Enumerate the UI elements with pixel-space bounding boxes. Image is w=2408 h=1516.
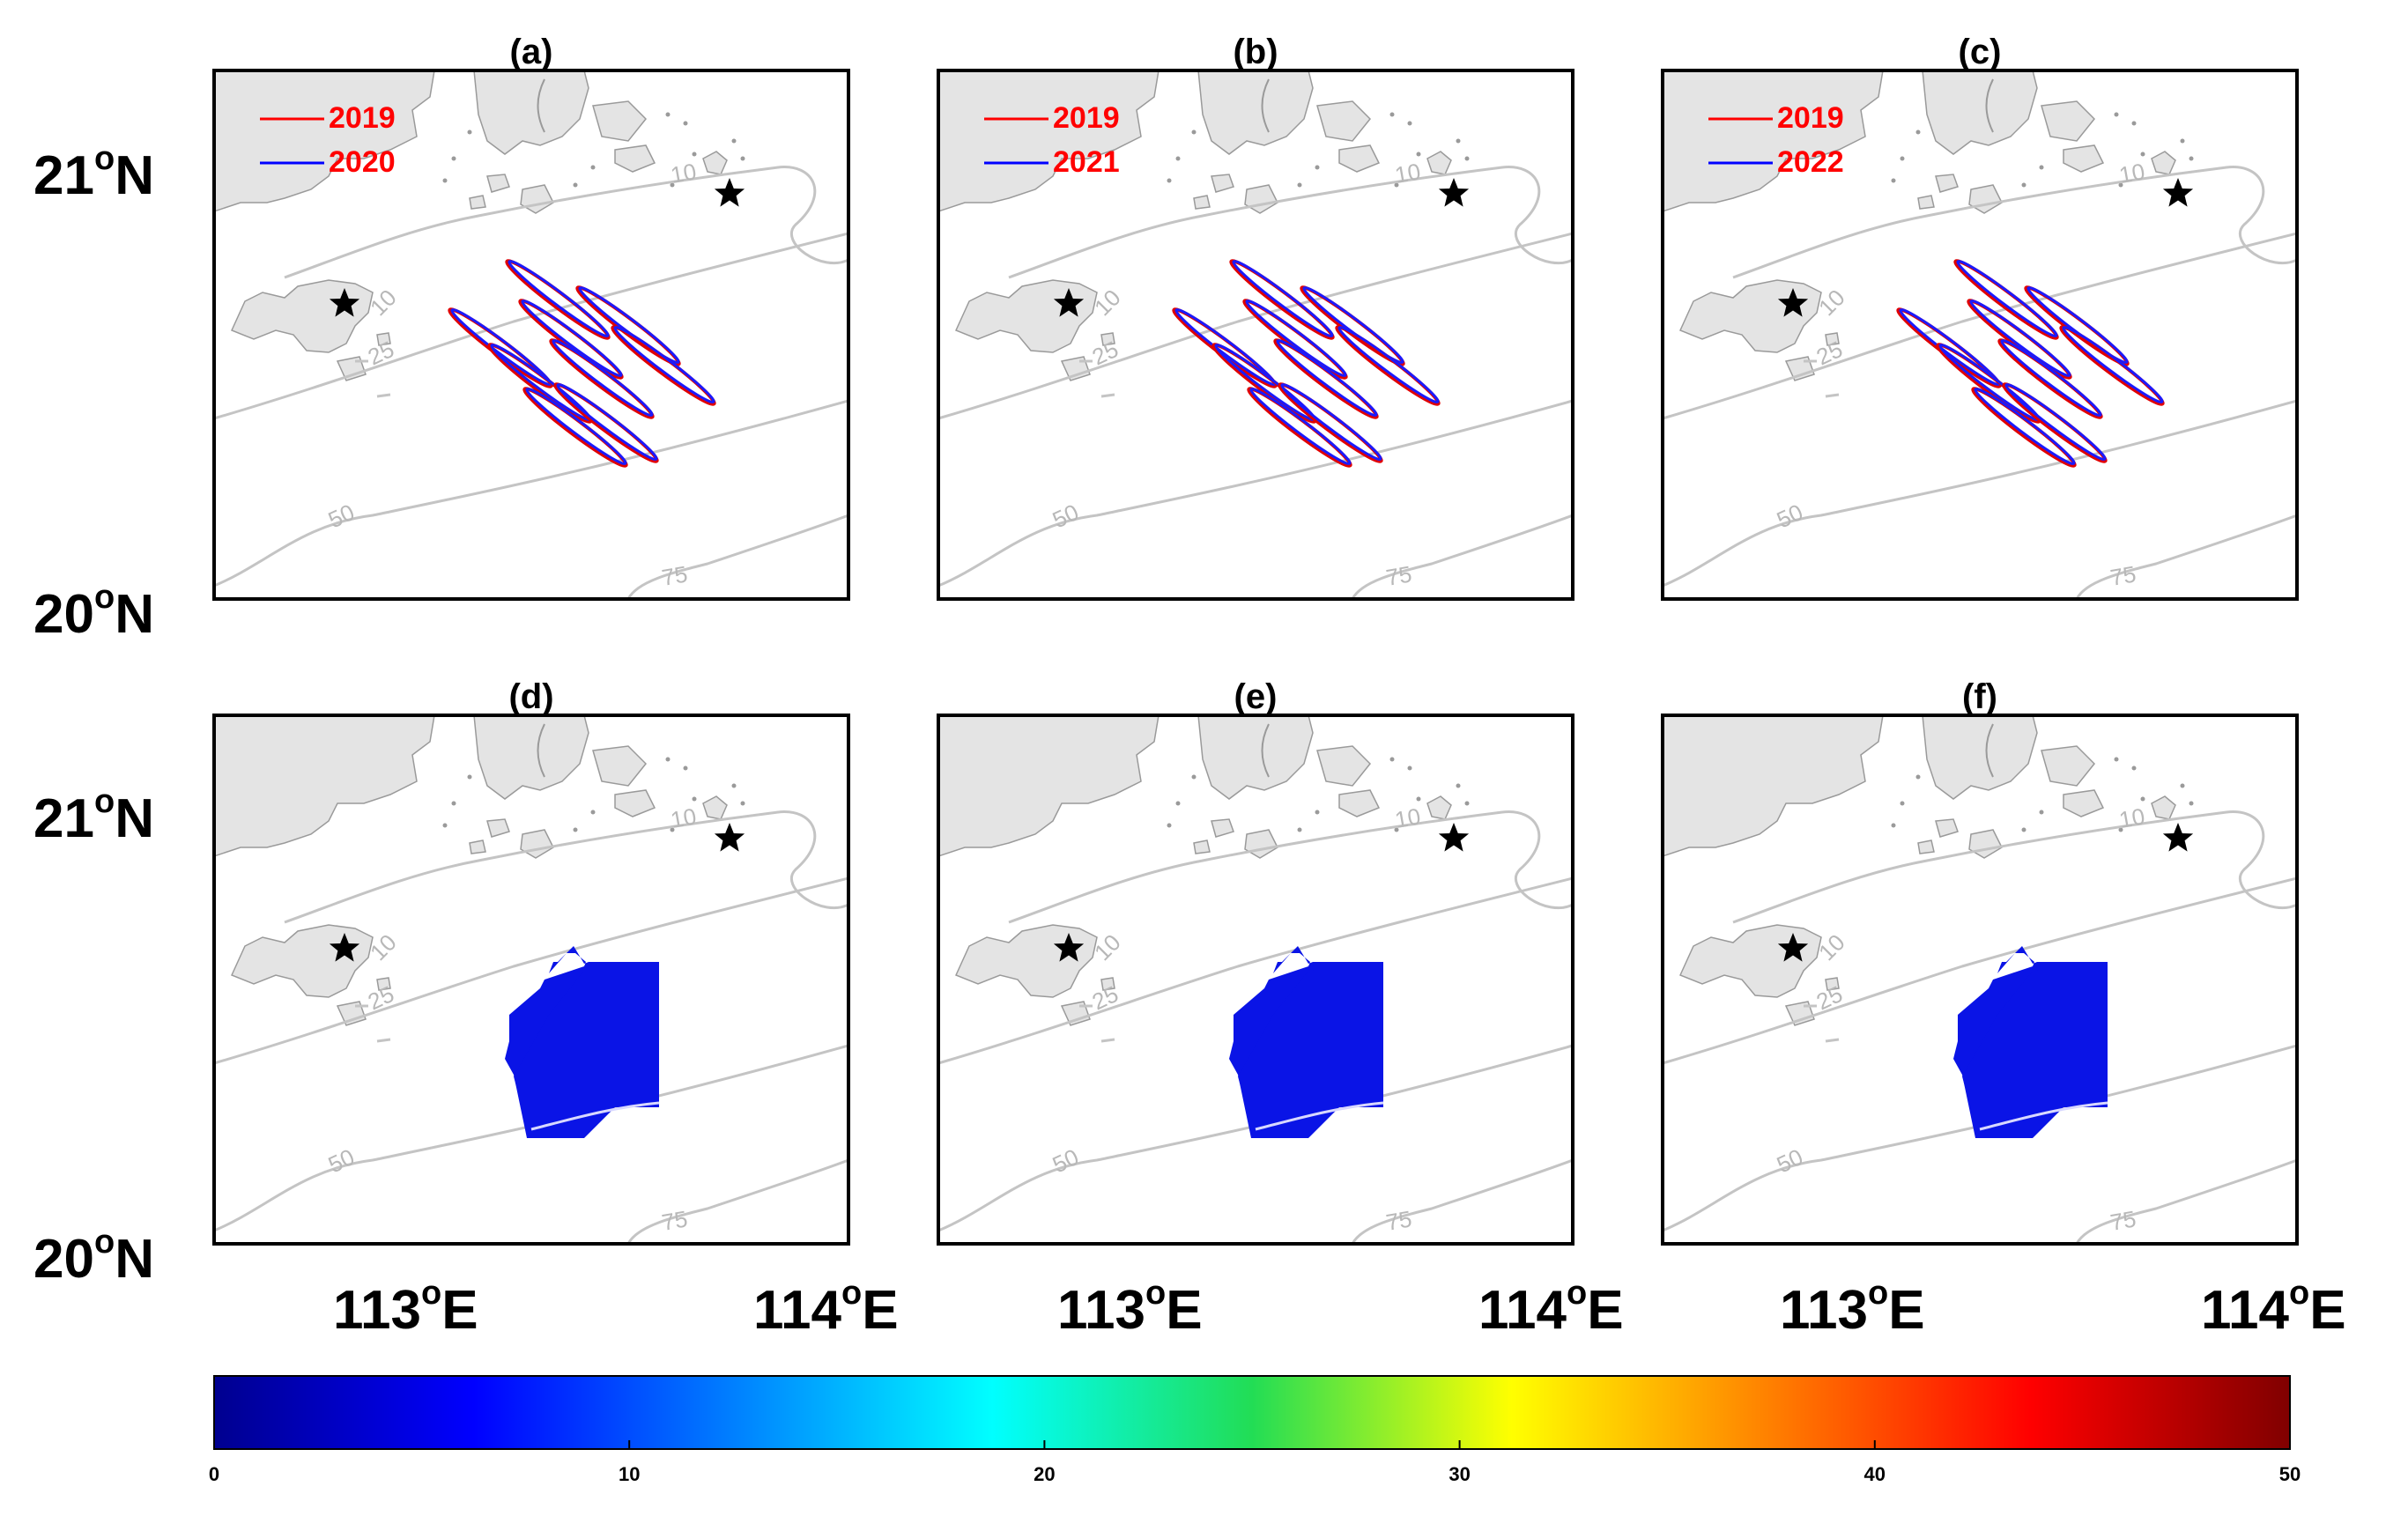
colorbar-ramp: [213, 1375, 2291, 1450]
lon-label-114-col1: 114oE: [753, 1275, 899, 1341]
tidal-ellipses: [448, 259, 716, 468]
tidal-ellipses: [1896, 259, 2165, 468]
contour-label-c10: 10: [2117, 158, 2147, 189]
panel-title: (c): [1959, 33, 2002, 71]
ellipse-comparison: [1280, 383, 1382, 461]
colorbar-tick-label: 40: [1864, 1463, 1886, 1485]
lon-axis: 113oE 114oE 113oE 114oE 113oE 114oE: [333, 1275, 2346, 1341]
coastline-map: [1663, 70, 2297, 599]
colorbar-tick-label: 10: [619, 1463, 640, 1485]
colorbar-tick-label: 20: [1034, 1463, 1055, 1485]
ellipse-comparison: [525, 388, 627, 465]
ellipse-comparison: [613, 326, 715, 403]
colorbar-tick-label: 50: [2279, 1463, 2301, 1485]
contour-label-c10: 10: [1393, 802, 1423, 833]
legend-year-2020: 2020: [329, 145, 396, 179]
ellipse-comparison: [1245, 300, 1347, 377]
lon-label-113-col2: 113oE: [1057, 1275, 1203, 1341]
panel-frame: [937, 714, 1574, 1246]
ellipse-comparison: [1276, 339, 1378, 417]
coastline-map: [938, 70, 1573, 599]
ellipse-comparison: [1956, 260, 2058, 337]
lat-axis-row2: 21oN 20oN: [33, 783, 154, 1290]
panel-title: (e): [1234, 677, 1278, 716]
contour-label-c75: 75: [2108, 1205, 2138, 1236]
current-speed-field-core: [514, 964, 659, 1136]
ellipse-comparison: [508, 260, 610, 337]
field-contour-overlay: [530, 1101, 660, 1131]
coastline-map: [1663, 715, 2297, 1244]
contour-label-c75: 75: [660, 1205, 690, 1236]
ellipse-comparison: [1974, 388, 2076, 465]
colorbar-ticks: 0 10 20 30 40 50: [209, 1440, 2301, 1485]
contour-label-c10: 10: [669, 802, 699, 833]
panel-frame: [1661, 714, 2299, 1246]
contour-label-c10: 10: [669, 158, 699, 189]
lon-label-113-col1: 113oE: [333, 1275, 478, 1341]
lat-label-21-row2: 21oN: [33, 783, 154, 849]
ellipse-comparison: [2004, 383, 2107, 461]
legend-year-2019: 2019: [1053, 101, 1120, 135]
panel-frame: [937, 69, 1574, 601]
panel-title: (d): [508, 677, 553, 716]
legend-year-2019: 2019: [1777, 101, 1844, 135]
lon-label-113-col3: 113oE: [1780, 1275, 1925, 1341]
panel-frame: [1661, 69, 2299, 601]
tidal-ellipses: [1172, 259, 1441, 468]
colorbar-tick-label: 0: [209, 1463, 219, 1485]
ellipse-comparison: [1232, 260, 1334, 337]
panel-title: (a): [510, 33, 553, 71]
current-speed-field-core: [1238, 964, 1383, 1136]
field-contour-overlay: [1979, 1101, 2108, 1131]
colorbar: 0 10 20 30 40 50: [209, 1375, 2301, 1485]
ellipse-comparison: [556, 383, 658, 461]
lat-label-20-row2: 20oN: [33, 1224, 154, 1290]
coastline-map: [214, 70, 848, 599]
ellipse-comparison: [2062, 326, 2164, 403]
panel-legend: 2019 2021: [984, 101, 1120, 179]
legend-year-2021: 2021: [1053, 145, 1120, 179]
panel-legend: 2019 2022: [1708, 101, 1844, 179]
contour-label-c10: 10: [1393, 158, 1423, 189]
lon-label-114-col3: 114oE: [2201, 1275, 2346, 1341]
current-speed-field-core: [1962, 964, 2108, 1136]
field-contour-overlay: [1255, 1101, 1384, 1131]
contour-label-c10: 10: [2117, 802, 2147, 833]
lon-label-114-col2: 114oE: [1478, 1275, 1624, 1341]
contour-label-c75: 75: [1384, 560, 1414, 591]
panel-title: (f): [1962, 677, 1997, 716]
ellipse-comparison: [1337, 326, 1440, 403]
contour-label-c75: 75: [660, 560, 690, 591]
ellipse-comparison: [521, 300, 623, 377]
legend-year-2019: 2019: [329, 101, 396, 135]
colorbar-tick-label: 30: [1449, 1463, 1470, 1485]
ellipse-comparison: [1249, 388, 1352, 465]
coastline-map: [938, 715, 1573, 1244]
contour-label-c75: 75: [2108, 560, 2138, 591]
panel-title: (b): [1233, 33, 1278, 71]
contour-label-c75: 75: [1384, 1205, 1414, 1236]
lat-axis-row1: 21oN 20oN: [33, 140, 154, 645]
legend-year-2022: 2022: [1777, 145, 1844, 179]
lat-label-20-row1: 20oN: [33, 579, 154, 645]
panel-legend: 2019 2020: [260, 101, 396, 179]
ellipse-comparison: [1969, 300, 2071, 377]
panel-frame: [212, 714, 850, 1246]
coastline-map: [214, 715, 848, 1244]
ellipse-comparison: [552, 339, 654, 417]
ellipse-comparison: [2000, 339, 2102, 417]
panel-frame: [212, 69, 850, 601]
lat-label-21-row1: 21oN: [33, 140, 154, 206]
